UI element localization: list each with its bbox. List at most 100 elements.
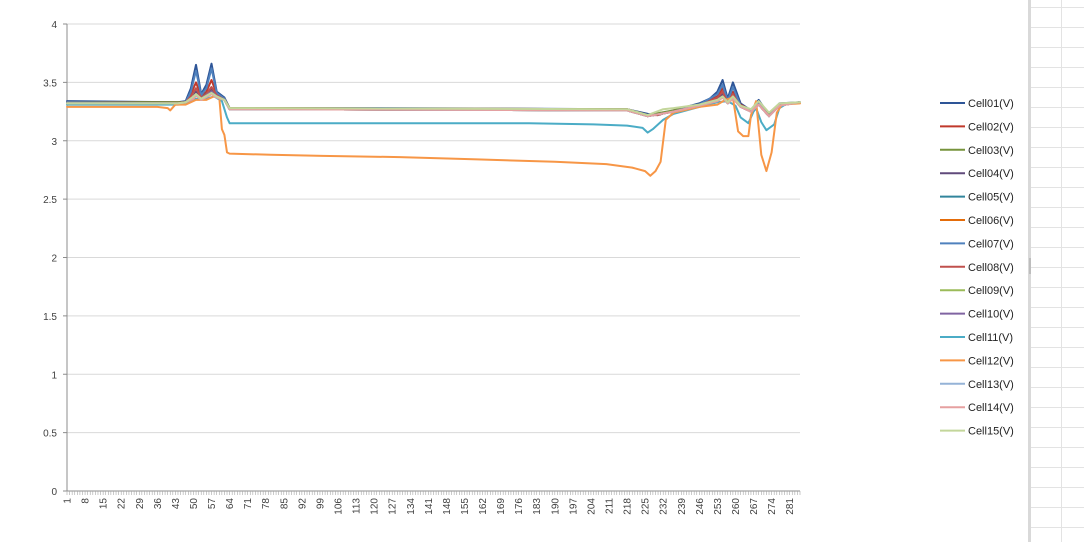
sheet-row-line — [1031, 447, 1084, 448]
x-tick-label-22: 155 — [460, 498, 471, 515]
y-tick-label-4: 2 — [51, 254, 57, 265]
y-tick-label-0: 0 — [51, 487, 57, 498]
legend-label-15: Cell15(V) — [968, 426, 1014, 438]
x-tick-label-28: 197 — [568, 498, 579, 515]
x-tick-label-37: 260 — [731, 498, 742, 515]
x-tick-label-0: 1 — [63, 498, 74, 504]
x-tick-label-1: 8 — [81, 498, 92, 504]
x-tick-label-35: 246 — [695, 498, 706, 515]
series-line-12 — [66, 95, 801, 177]
line-chart: 0 0.5 1 1.5 2 2.5 3 3.5 4 1 8 15 22 29 36 43 50 57 64 71 78 8… — [43, 20, 1014, 515]
x-tick-label-31: 218 — [623, 498, 634, 515]
x-tick-label-10: 71 — [243, 498, 254, 510]
sheet-row-line — [1031, 207, 1084, 208]
series-line-15 — [66, 91, 801, 117]
sheet-row-line — [1031, 327, 1084, 328]
x-tick-label-33: 232 — [659, 498, 670, 515]
sheet-row-line — [1031, 127, 1084, 128]
x-tick-label-27: 190 — [550, 498, 561, 515]
series-line-3 — [66, 88, 801, 117]
x-tick-label-17: 120 — [370, 498, 381, 515]
x-tick-label-21: 148 — [442, 498, 453, 515]
x-tick-label-7: 50 — [189, 498, 200, 510]
sheet-row-line — [1031, 507, 1084, 508]
x-tick-label-4: 29 — [135, 498, 146, 510]
x-tick-label-14: 99 — [315, 498, 326, 510]
x-tick-label-12: 85 — [279, 498, 290, 510]
sheet-row-line — [1031, 487, 1084, 488]
resize-grip-icon[interactable] — [1029, 258, 1031, 274]
sheet-row-line — [1031, 167, 1084, 168]
sheet-row-line — [1031, 247, 1084, 248]
y-tick-label-3: 1.5 — [43, 312, 57, 323]
sheet-row-line — [1031, 467, 1084, 468]
x-tick-label-3: 22 — [117, 498, 128, 510]
sheet-row-line — [1031, 147, 1084, 148]
y-tick-label-7: 3.5 — [43, 78, 57, 89]
x-tick-label-24: 169 — [496, 498, 507, 515]
x-tick-label-8: 57 — [207, 498, 218, 510]
spreadsheet-grid-strip[interactable] — [1028, 0, 1084, 542]
x-tick-label-13: 92 — [297, 498, 308, 510]
x-tick-label-30: 211 — [605, 498, 616, 514]
legend-label-6: Cell06(V) — [968, 215, 1014, 227]
y-tick-label-8: 4 — [51, 20, 57, 31]
x-tick-label-16: 113 — [352, 498, 363, 514]
x-tick-label-23: 162 — [478, 498, 489, 515]
sheet-row-line — [1031, 7, 1084, 8]
legend-label-7: Cell07(V) — [968, 238, 1014, 250]
legend-label-13: Cell13(V) — [968, 379, 1014, 391]
sheet-row-line — [1031, 527, 1084, 528]
x-tick-label-6: 43 — [171, 498, 182, 510]
x-tick-label-26: 183 — [532, 498, 543, 515]
x-tick-label-9: 64 — [225, 498, 236, 510]
x-tick-label-2: 15 — [99, 498, 110, 510]
sheet-row-line — [1031, 107, 1084, 108]
y-tick-label-2: 1 — [51, 370, 57, 381]
sheet-row-line — [1031, 407, 1084, 408]
sheet-row-line — [1031, 47, 1084, 48]
x-tick-label-40: 281 — [785, 498, 796, 515]
x-tick-label-19: 134 — [406, 498, 417, 515]
sheet-column-line — [1061, 0, 1062, 542]
chart-area: 0 0.5 1 1.5 2 2.5 3 3.5 4 1 8 15 22 29 36 43 50 57 64 71 78 8… — [43, 20, 1014, 515]
x-tick-label-34: 239 — [677, 498, 688, 515]
y-tick-label-5: 2.5 — [43, 195, 57, 206]
sheet-row-line — [1031, 287, 1084, 288]
x-tick-label-25: 176 — [514, 498, 525, 515]
sheet-row-line — [1031, 87, 1084, 88]
legend-label-4: Cell04(V) — [968, 168, 1014, 180]
x-tick-label-32: 225 — [641, 498, 652, 515]
legend-label-3: Cell03(V) — [968, 145, 1014, 157]
x-tick-label-39: 274 — [767, 498, 778, 515]
x-tick-label-11: 78 — [261, 498, 272, 510]
legend-label-9: Cell09(V) — [968, 285, 1014, 297]
sheet-row-line — [1031, 27, 1084, 28]
sheet-row-line — [1031, 347, 1084, 348]
x-tick-label-36: 253 — [713, 498, 724, 515]
sheet-row-line — [1031, 367, 1084, 368]
x-tick-label-38: 267 — [749, 498, 760, 515]
sheet-row-line — [1031, 187, 1084, 188]
sheet-row-line — [1031, 227, 1084, 228]
legend-label-8: Cell08(V) — [968, 262, 1014, 274]
legend-label-12: Cell12(V) — [968, 355, 1014, 367]
x-tick-label-18: 127 — [388, 498, 399, 515]
sheet-row-line — [1031, 427, 1084, 428]
x-tick-label-20: 141 — [424, 498, 435, 515]
legend-label-14: Cell14(V) — [968, 402, 1014, 414]
x-tick-label-5: 36 — [153, 498, 164, 510]
sheet-row-line — [1031, 387, 1084, 388]
y-tick-label-6: 3 — [51, 137, 57, 148]
x-tick-label-15: 106 — [334, 498, 345, 515]
legend-label-5: Cell05(V) — [968, 192, 1014, 204]
x-tick-label-29: 204 — [586, 498, 597, 515]
legend-label-2: Cell02(V) — [968, 121, 1014, 133]
legend-label-1: Cell01(V) — [968, 98, 1014, 110]
sheet-row-line — [1031, 67, 1084, 68]
sheet-row-line — [1031, 267, 1084, 268]
y-tick-label-1: 0.5 — [43, 429, 57, 440]
legend-label-10: Cell10(V) — [968, 309, 1014, 321]
legend-label-11: Cell11(V) — [968, 332, 1013, 344]
sheet-row-line — [1031, 307, 1084, 308]
